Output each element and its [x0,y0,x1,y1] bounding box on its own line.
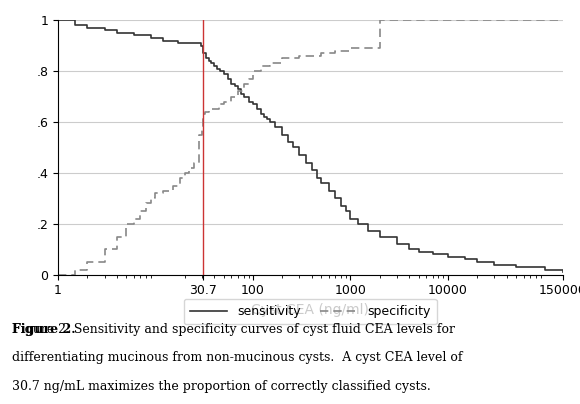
Legend: sensitivity, specificity: sensitivity, specificity [184,299,437,324]
Text: differentiating mucinous from non-mucinous cysts.  A cyst CEA level of: differentiating mucinous from non-mucino… [12,351,462,364]
X-axis label: Cyst CEA (ng/ml): Cyst CEA (ng/ml) [251,303,369,317]
Text: Figure 2.: Figure 2. [12,323,75,336]
Text: Figure 2. Sensitivity and specificity curves of cyst fluid CEA levels for: Figure 2. Sensitivity and specificity cu… [12,323,455,336]
Text: 30.7 ng/mL maximizes the proportion of correctly classified cysts.: 30.7 ng/mL maximizes the proportion of c… [12,380,430,393]
